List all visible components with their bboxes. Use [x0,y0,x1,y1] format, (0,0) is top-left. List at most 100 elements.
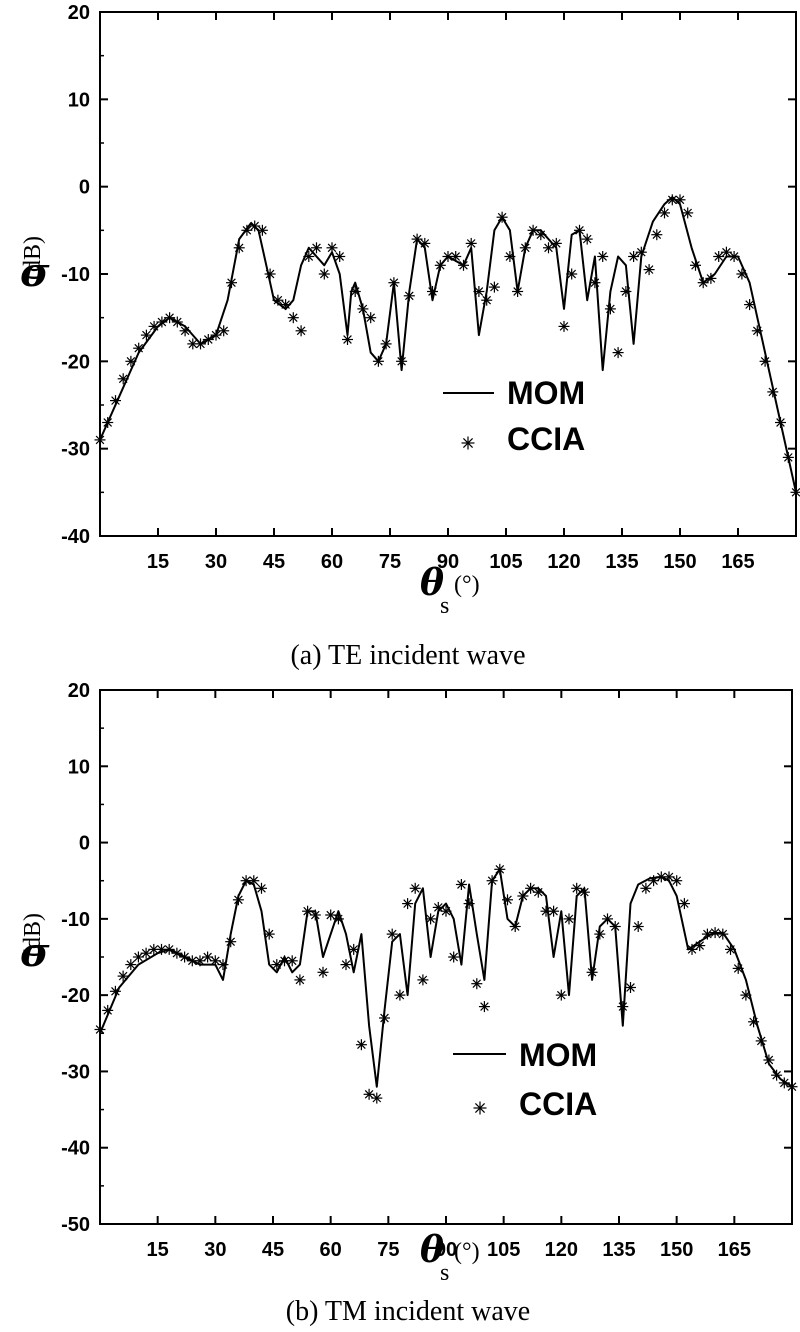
y-tick-label: -50 [61,1214,90,1236]
legend-tm: MOM CCIA [453,1037,597,1122]
data-point [448,951,460,963]
x-tick-label: 15 [147,551,169,573]
data-point [140,947,152,959]
legend-label-mom-tm: MOM [519,1037,597,1073]
data-point [558,320,570,332]
data-point [187,338,199,350]
legend-label-ccia-te: CCIA [507,421,585,457]
data-point [778,1077,790,1089]
data-point [272,294,284,306]
data-point [94,434,106,446]
data-point [264,268,276,280]
data-point [717,928,729,940]
data-point [110,395,121,407]
data-point [455,879,467,890]
data-point [740,989,752,1001]
data-point [372,355,384,367]
x-axis-unit-tm: (°) [454,1239,480,1265]
data-point [340,959,352,971]
data-point [355,1039,367,1051]
x-tick-label: 150 [660,1239,693,1261]
data-point [548,905,560,917]
data-point [396,355,408,367]
data-point [133,342,145,354]
axis-ticks-te [100,11,796,537]
data-point [125,959,137,971]
data-point [566,268,578,280]
data-point [748,1016,760,1028]
x-axis-unit-te: (°) [454,572,480,598]
y-tick-label: 0 [79,833,90,855]
y-tick-label: -40 [61,526,90,548]
data-point [241,224,253,236]
data-point [527,224,539,236]
data-point [517,890,529,902]
data-point [635,246,647,258]
data-point [463,898,475,910]
x-tick-label: 60 [320,1239,342,1261]
series-tm [94,863,798,1104]
data-point [578,886,590,898]
data-point [132,951,144,963]
data-point [271,959,283,971]
data-point [509,921,521,932]
data-point [349,286,361,297]
x-tick-label: 75 [377,1239,399,1261]
y-tick-labels-te: 20 10 0 -10 -20 -30 -40 [61,2,90,548]
data-point [287,312,299,324]
y-tick-label: -10 [61,909,90,931]
data-point [225,936,237,948]
legend-star-te [461,436,475,450]
data-point [782,451,794,463]
data-point [609,921,621,932]
data-point [759,355,771,367]
data-point [602,913,613,925]
data-point [303,251,315,262]
data-point [620,286,632,297]
data-point [427,286,438,297]
series-line-mom-tm [99,868,793,1088]
data-point [102,417,114,428]
data-point [280,299,292,311]
data-point [171,316,183,328]
data-point [632,921,644,932]
data-point [571,882,583,894]
data-point [432,901,444,913]
y-tick-label: 20 [68,680,90,702]
x-tick-label: 90 [437,551,459,573]
data-point [163,943,175,955]
data-point [363,1088,375,1100]
data-point [581,233,593,245]
chart-tm: 15 30 45 60 75 90 105 120 135 150 165 20 10 0 -10 -20 -… [20,680,798,1327]
data-point [512,286,524,297]
data-point [486,875,498,887]
data-point [140,329,152,341]
data-point [386,928,398,940]
caption-tm: (b) TM incident wave [286,1296,530,1327]
x-tick-label: 90 [435,1239,457,1261]
data-point [481,294,493,306]
x-tick-label: 165 [718,1239,751,1261]
x-tick-label: 45 [263,551,285,573]
data-point [625,982,636,993]
x-tick-label: 120 [547,551,580,573]
data-point [249,220,261,232]
y-tick-label: 0 [79,177,90,199]
data-point [628,251,640,262]
legend-label-mom-te: MOM [507,375,585,411]
data-point [179,325,191,337]
data-point [694,940,706,952]
x-axis-symbol-te: θ [420,562,444,604]
data-point [179,951,191,963]
x-tick-label: 135 [602,1239,635,1261]
data-point [102,1004,114,1016]
y-tick-label: -30 [61,1061,90,1083]
data-point [311,242,322,254]
data-point [775,417,786,428]
data-point [380,338,392,350]
data-point [604,303,616,315]
data-point [232,894,244,906]
x-tick-label: 120 [545,1239,578,1261]
legend-marker-ccia-tm [473,1101,487,1115]
data-point [725,943,736,955]
